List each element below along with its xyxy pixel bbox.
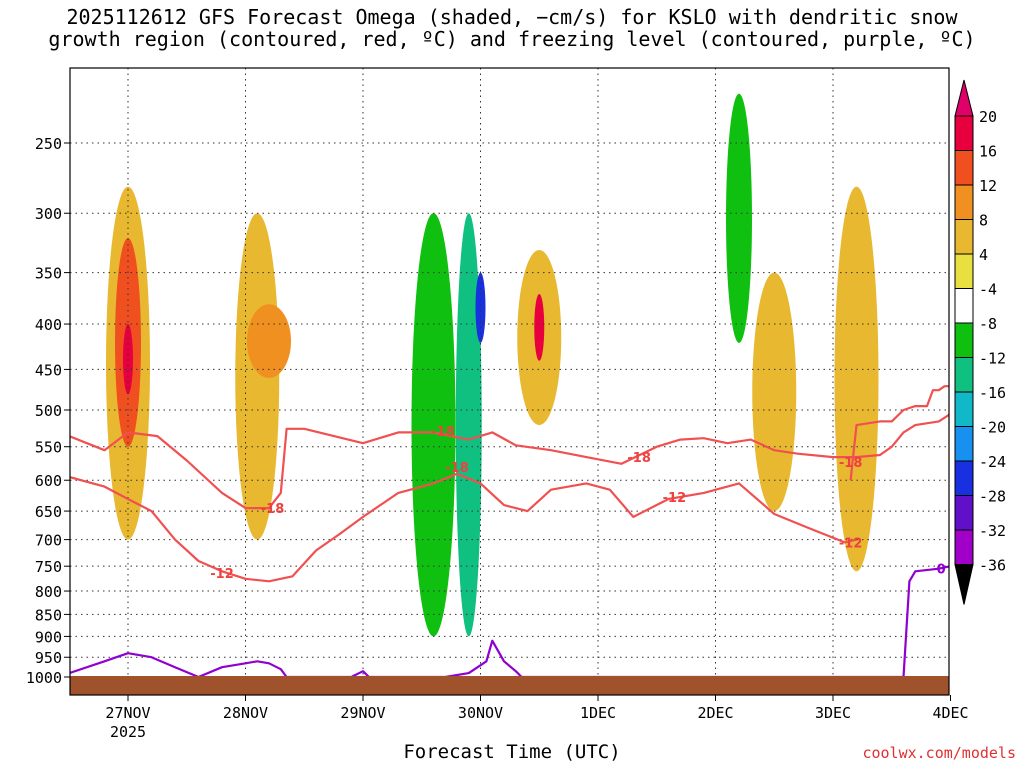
colorbar-label-7: -12	[979, 350, 1006, 368]
omega-region-9	[534, 294, 545, 361]
x-tick-label-2: 29NOV	[340, 704, 385, 722]
surface-terrain	[70, 676, 949, 695]
colorbar-swatch-1	[954, 150, 974, 186]
y-tick-label-2: 350	[35, 265, 62, 283]
omega-region-5	[411, 213, 456, 637]
contour-lines: -18 -18 -18 -18 -18 -12 -12 -12 0	[70, 385, 949, 679]
x-tick-label-1: 28NOV	[223, 704, 268, 722]
omega-shading	[106, 93, 949, 637]
x-year-label: 2025	[110, 723, 146, 741]
colorbar-swatch-7	[954, 357, 974, 393]
y-tick-label-6: 550	[35, 439, 62, 457]
y-tick-label-5: 500	[35, 402, 62, 420]
colorbar: 20 16 12 8 4 -4 -8 -12 -16 -20 -24 -28 -32 -36	[954, 79, 1006, 605]
colorbar-label-4: 4	[979, 246, 988, 264]
y-tick-label-8: 650	[35, 503, 62, 521]
x-tick-label-6: 3DEC	[815, 704, 851, 722]
colorbar-label-8: -16	[979, 384, 1006, 402]
title-line-2: growth region (contoured, red, ºC) and f…	[48, 27, 976, 51]
y-tick-label-11: 800	[35, 583, 62, 601]
colorbar-swatch-11	[954, 495, 974, 531]
colorbar-swatch-10	[954, 460, 974, 496]
x-tick-label-3: 30NOV	[458, 704, 503, 722]
y-axis: 250 300 350 400 450 500 550 600 650 700 750 800 850 9…	[26, 135, 70, 687]
y-tick-label-10: 750	[35, 558, 62, 576]
colorbar-label-1: 16	[979, 143, 997, 161]
colorbar-label-3: 8	[979, 212, 988, 230]
contour-label-1: -18	[431, 425, 455, 440]
colorbar-label-6: -8	[979, 315, 997, 333]
contour-label-2: -18	[445, 461, 469, 476]
colorbar-label-2: 12	[979, 177, 997, 195]
x-axis: 27NOV 28NOV 29NOV 30NOV 1DEC 2DEC 3DEC 4DEC 2025	[105, 695, 969, 741]
colorbar-swatch-9	[954, 426, 974, 462]
y-tick-label-0: 250	[35, 135, 62, 153]
colorbar-label-10: -24	[979, 453, 1006, 471]
y-tick-label-12: 850	[35, 606, 62, 624]
title-line-1: 2025112612 GFS Forecast Omega (shaded, −…	[66, 5, 958, 29]
x-tick-label-4: 1DEC	[580, 704, 616, 722]
contour-label-4: -18	[839, 456, 863, 471]
omega-region-6	[455, 213, 482, 637]
omega-region-4	[247, 304, 291, 378]
y-tick-label-13: 900	[35, 628, 62, 646]
grid-lines	[70, 68, 949, 695]
colorbar-swatch-12	[954, 529, 974, 565]
colorbar-label-11: -28	[979, 488, 1006, 506]
y-tick-label-7: 600	[35, 472, 62, 490]
colorbar-swatch-6	[954, 322, 974, 358]
y-tick-label-15: 1000	[26, 669, 62, 687]
colorbar-label-12: -32	[979, 522, 1006, 540]
contour-label-6: -12	[663, 491, 687, 506]
x-axis-label: Forecast Time (UTC)	[403, 741, 621, 763]
colorbar-swatch-0	[954, 115, 974, 151]
contour-label-8: 0	[937, 563, 946, 578]
y-tick-label-14: 950	[35, 649, 62, 667]
omega-region-11	[726, 93, 752, 343]
x-tick-label-5: 2DEC	[697, 704, 733, 722]
colorbar-label-13: -36	[979, 557, 1006, 575]
contour-1	[849, 385, 949, 481]
colorbar-bottom-arrow	[954, 564, 974, 605]
colorbar-swatch-5	[954, 288, 974, 324]
colorbar-label-9: -20	[979, 419, 1006, 437]
source-credit: coolwx.com/models	[862, 744, 1016, 762]
colorbar-top-arrow	[954, 79, 974, 117]
chart-title: 2025112612 GFS Forecast Omega (shaded, −…	[0, 6, 1024, 50]
contour-label-0: -18	[261, 502, 285, 517]
y-tick-label-4: 450	[35, 361, 62, 379]
y-tick-label-1: 300	[35, 205, 62, 223]
contour-label-3: -18	[627, 451, 651, 466]
colorbar-label-0: 20	[979, 108, 997, 126]
y-tick-label-9: 700	[35, 532, 62, 550]
contour-0	[70, 413, 949, 510]
omega-region-3	[235, 213, 280, 540]
contour-2	[70, 472, 857, 583]
omega-region-10	[599, 93, 644, 352]
colorbar-swatch-8	[954, 391, 974, 427]
contour-label-5: -12	[210, 567, 234, 582]
contour-label-7: -12	[839, 536, 863, 551]
omega-region-2	[123, 324, 133, 395]
y-tick-label-3: 400	[35, 316, 62, 334]
plot-frame	[69, 67, 950, 696]
contour-3	[70, 565, 949, 679]
colorbar-swatch-3	[954, 219, 974, 255]
x-tick-label-0: 27NOV	[105, 704, 150, 722]
colorbar-label-5: -4	[979, 281, 997, 299]
x-tick-label-7: 4DEC	[932, 704, 968, 722]
omega-region-7	[475, 272, 486, 343]
omega-region-13	[834, 186, 879, 572]
omega-region-12	[752, 272, 797, 512]
colorbar-swatch-4	[954, 253, 974, 289]
colorbar-swatch-2	[954, 184, 974, 220]
